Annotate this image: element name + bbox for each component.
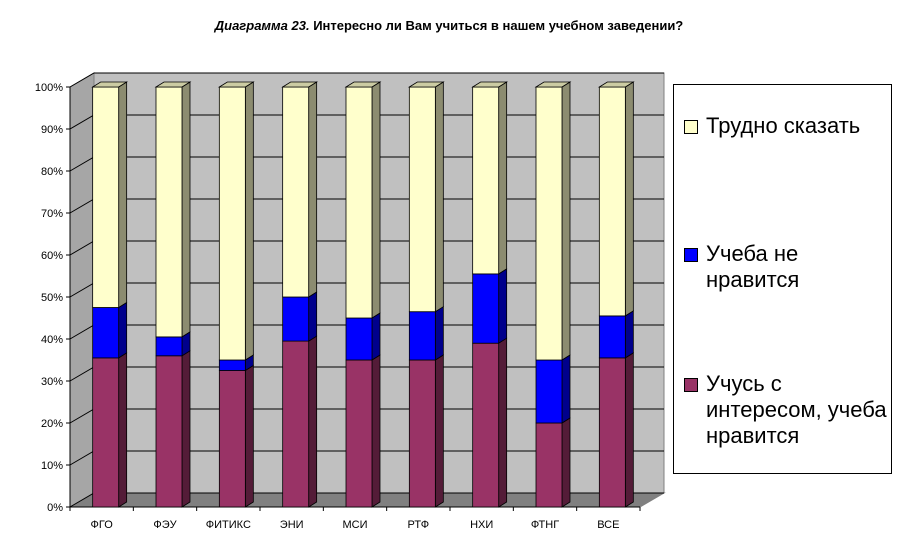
bar-top	[534, 81, 572, 88]
bar-segment	[345, 86, 373, 319]
chart-title: Диаграмма 23. Интересно ли Вам учиться в…	[0, 18, 898, 33]
legend-item-interested: Учусь с интересом, учеба нравится	[684, 371, 891, 449]
x-tick-label: РТФ	[408, 519, 430, 531]
chart-legend: Трудно сказать Учеба не нравится Учусь с…	[673, 84, 892, 474]
legend-label-dislike: Учеба не нравится	[706, 241, 800, 292]
x-tick-label: ФЭУ	[153, 519, 177, 531]
bar-segment	[218, 359, 246, 371]
bar-segment-side	[118, 352, 128, 508]
y-tick-label: 40%	[41, 334, 63, 346]
bar-segment	[155, 336, 183, 357]
bar-segment-side	[371, 312, 381, 361]
bar-segment	[472, 342, 500, 508]
bar-segment-side	[498, 81, 508, 275]
bar-segment-side	[118, 301, 128, 359]
bar-segment-side	[434, 305, 444, 361]
bar-segment-side	[624, 352, 634, 508]
bar-segment	[598, 357, 626, 508]
y-tick-label: 10%	[41, 460, 63, 472]
bar-segment-side	[308, 291, 318, 342]
bar-segment	[218, 86, 246, 361]
y-tick-label: 50%	[41, 292, 63, 304]
x-tick-label: ВСЕ	[597, 519, 619, 531]
bar-segment-side	[561, 354, 571, 424]
y-tick-label: 60%	[41, 250, 63, 262]
x-tick-label: ФТНГ	[531, 519, 559, 531]
x-tick-label: ФИТИКС	[206, 519, 251, 531]
bar-segment-side	[244, 81, 254, 361]
bar-segment	[345, 317, 373, 361]
bar-segment	[92, 357, 120, 508]
y-tick-label: 80%	[41, 166, 63, 178]
bar-segment-side	[308, 81, 318, 298]
bar-segment	[535, 86, 563, 361]
bar-segment	[408, 311, 436, 361]
bar-segment-side	[118, 81, 128, 309]
bar-top	[217, 81, 255, 88]
bar-segment	[408, 359, 436, 508]
bar-top	[281, 81, 319, 88]
legend-item-dislike: Учеба не нравится	[684, 241, 891, 293]
legend-label-hard-to-say: Трудно сказать	[706, 113, 861, 138]
bar-segment-side	[181, 81, 191, 338]
bar-segment	[92, 86, 120, 308]
bar-segment-side	[434, 81, 444, 313]
bar-segment	[535, 359, 563, 424]
bar-segment-side	[371, 354, 381, 508]
x-tick-label: ЭНИ	[280, 519, 304, 531]
bar-segment	[598, 86, 626, 317]
x-tick-label: ФГО	[91, 519, 114, 531]
bar-segment	[345, 359, 373, 508]
bar-segment	[282, 86, 310, 298]
legend-swatch-interested	[684, 378, 698, 392]
chart-title-number: Диаграмма 23.	[214, 18, 310, 33]
bar-segment-side	[434, 354, 444, 508]
bar-segment-side	[561, 81, 571, 361]
bar-top	[407, 81, 445, 88]
legend-swatch-dislike	[684, 248, 698, 262]
bar-top	[344, 81, 382, 88]
x-tick-label: МСИ	[342, 519, 367, 531]
bar-segment	[155, 86, 183, 338]
chart-title-text: Интересно ли Вам учиться в нашем учебном…	[313, 18, 684, 33]
bar-segment	[598, 315, 626, 359]
legend-label-interested: Учусь с интересом, учеба нравится	[706, 371, 887, 448]
y-tick-label: 30%	[41, 376, 63, 388]
bar-segment-side	[561, 417, 571, 508]
bar-segment	[535, 422, 563, 508]
y-tick-label: 100%	[35, 82, 63, 94]
bar-top	[154, 81, 192, 88]
bar-segment-side	[624, 310, 634, 359]
y-tick-label: 0%	[47, 502, 63, 514]
bar-segment-side	[181, 350, 191, 508]
bar-segment	[92, 307, 120, 359]
bar-top	[597, 81, 635, 88]
y-tick-label: 90%	[41, 124, 63, 136]
bar-segment-side	[371, 81, 381, 319]
bar-segment	[282, 296, 310, 342]
bar-segment	[408, 86, 436, 313]
x-tick-label: НХИ	[470, 519, 493, 531]
bar-segment	[282, 340, 310, 508]
legend-item-hard-to-say: Трудно сказать	[684, 113, 891, 139]
legend-swatch-hard-to-say	[684, 120, 698, 134]
bar-segment-side	[498, 268, 508, 344]
bar-segment	[155, 355, 183, 508]
bar-segment	[218, 370, 246, 508]
bar-segment	[472, 86, 500, 275]
y-tick-label: 20%	[41, 418, 63, 430]
bar-segment-side	[244, 364, 254, 508]
bar-segment	[472, 273, 500, 344]
gridline	[69, 72, 664, 88]
bar-segment-side	[308, 335, 318, 508]
bar-segment-side	[624, 81, 634, 317]
bar-top	[471, 81, 509, 88]
y-tick-label: 70%	[41, 208, 63, 220]
bar-segment-side	[498, 337, 508, 508]
bar-top	[91, 81, 129, 88]
